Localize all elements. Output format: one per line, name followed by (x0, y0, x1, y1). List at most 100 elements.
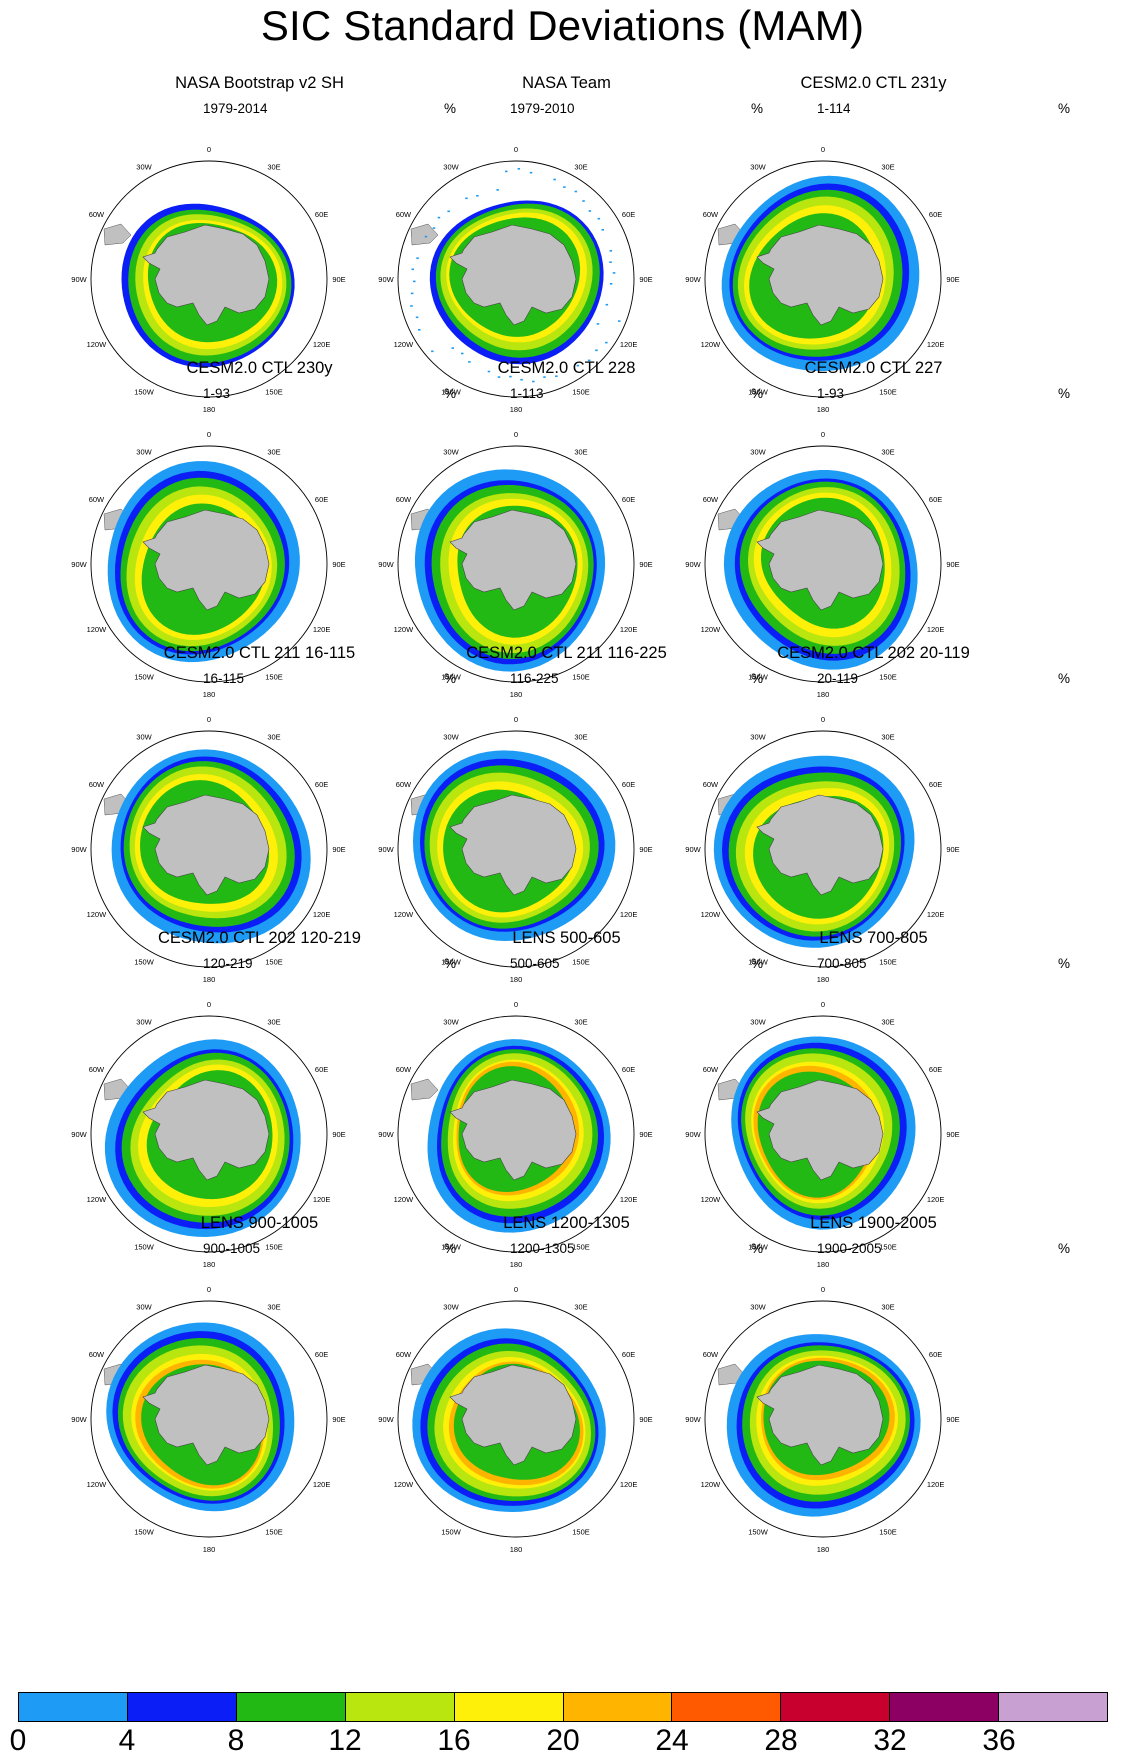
longitude-label: 150W (134, 673, 155, 682)
longitude-label: 120E (927, 910, 945, 919)
longitude-label: 150E (572, 388, 590, 397)
longitude-label: 90W (685, 560, 701, 569)
longitude-label: 120W (701, 340, 722, 349)
longitude-label: 30W (136, 1302, 152, 1311)
antarctica-landmass (756, 509, 884, 611)
longitude-label: 0 (514, 715, 518, 724)
polar-map: 0 30E 60E 90E 120E 150E 180 150W 120W 90W 60W 30W (378, 1000, 652, 1269)
panel-period: 1-93 (203, 386, 231, 401)
panel-unit: % (444, 386, 457, 401)
ice-speckle (609, 261, 612, 263)
panel-title: NASA Bootstrap v2 SH (175, 74, 344, 92)
longitude-label: 60W (396, 780, 412, 789)
antarctica-landmass (756, 1079, 884, 1181)
longitude-label: 60E (929, 1065, 942, 1074)
longitude-label: 30E (574, 447, 587, 456)
longitude-label: 150W (441, 1243, 462, 1252)
longitude-label: 180 (510, 1260, 523, 1269)
longitude-label: 90W (378, 275, 394, 284)
polar-map: 0 30E 60E 90E 120E 150E 180 150W 120W 90W 60W 30W (685, 1000, 959, 1269)
panel-unit: % (751, 671, 764, 686)
longitude-label: 150W (134, 1528, 155, 1537)
longitude-label: 30E (267, 1302, 280, 1311)
panel-title: CESM2.0 CTL 231y (800, 74, 947, 92)
longitude-label: 180 (817, 1545, 830, 1554)
longitude-label: 120E (927, 340, 945, 349)
panel-title: CESM2.0 CTL 211 116-225 (466, 644, 667, 662)
antarctica-landmass (449, 224, 577, 326)
ice-speckle (587, 359, 591, 362)
ice-speckle (447, 210, 450, 213)
ice-speckle (415, 316, 419, 319)
longitude-label: 60E (622, 210, 635, 219)
longitude-label: 120E (313, 340, 331, 349)
longitude-label: 60W (396, 1350, 412, 1359)
longitude-label: 90E (639, 1130, 652, 1139)
colorbar-label: 28 (764, 1724, 798, 1757)
longitude-label: 30E (267, 162, 280, 171)
ice-speckle (597, 217, 601, 220)
colorbar-label: 12 (328, 1724, 362, 1757)
longitude-label: 150W (441, 958, 462, 967)
longitude-label: 120E (313, 1480, 331, 1489)
longitude-label: 90W (685, 845, 701, 854)
longitude-label: 90W (71, 275, 87, 284)
longitude-label: 150E (265, 388, 283, 397)
longitude-label: 150E (879, 388, 897, 397)
longitude-label: 120W (87, 1195, 108, 1204)
longitude-label: 0 (514, 145, 518, 154)
longitude-label: 30E (574, 162, 587, 171)
longitude-label: 60E (315, 780, 328, 789)
longitude-label: 150W (748, 673, 769, 682)
longitude-label: 150W (134, 958, 155, 967)
longitude-label: 60E (929, 495, 942, 504)
longitude-label: 120W (394, 1195, 415, 1204)
ice-speckle (432, 227, 436, 229)
south-america-landmass (410, 1078, 439, 1101)
longitude-label: 120E (313, 1195, 331, 1204)
colorbar-swatch (19, 1693, 128, 1721)
panel-unit: % (751, 1241, 764, 1256)
polar-map-svg: 0 30E 60E 90E 120E 150E 180 150W 120W 90W 60W 30W (71, 1000, 345, 1269)
polar-map: 0 30E 60E 90E 120E 150E 180 150W 120W 90W 60W 30W (378, 1285, 652, 1554)
polar-map: 0 30E 60E 90E 120E 150E 180 150W 120W 90W 60W 30W (71, 715, 345, 984)
longitude-label: 90E (332, 560, 345, 569)
colorbar-label: 0 (9, 1724, 27, 1757)
antarctica-landmass (449, 509, 577, 611)
ice-speckle (505, 170, 508, 173)
polar-map-svg: 0 30E 60E 90E 120E 150E 180 150W 120W 90W 60W 30W (378, 430, 652, 699)
longitude-label: 120W (701, 1195, 722, 1204)
longitude-label: 0 (821, 1285, 825, 1294)
polar-map-svg: 0 30E 60E 90E 120E 150E 180 150W 120W 90W 60W 30W (71, 715, 345, 984)
longitude-label: 60W (396, 495, 412, 504)
longitude-label: 120E (313, 910, 331, 919)
panel-period: 700-805 (817, 956, 867, 971)
longitude-label: 180 (817, 975, 830, 984)
panel-title: CESM2.0 CTL 228 (497, 359, 636, 377)
panel-period: 120-219 (203, 956, 253, 971)
panel-period: 1900-2005 (817, 1241, 882, 1256)
panel-unit: % (444, 956, 457, 971)
longitude-label: 180 (510, 690, 523, 699)
map-panel: CESM2.0 CTL 231y 1-114% 0 30E 60E 90E 120E 150E… (685, 74, 1070, 414)
longitude-label: 30E (881, 732, 894, 741)
antarctica-landmass (142, 1364, 270, 1466)
colorbar-label: 16 (437, 1724, 471, 1757)
polar-map: 0 30E 60E 90E 120E 150E 180 150W 120W 90W 60W 30W (378, 715, 652, 984)
longitude-label: 90W (378, 845, 394, 854)
longitude-label: 90W (685, 1130, 701, 1139)
polar-map-svg: 0 30E 60E 90E 120E 150E 180 150W 120W 90W 60W 30W (685, 145, 959, 414)
longitude-label: 180 (817, 1260, 830, 1269)
longitude-label: 90W (378, 1415, 394, 1424)
longitude-label: 60E (929, 1350, 942, 1359)
longitude-label: 120E (927, 625, 945, 634)
longitude-label: 30E (881, 1302, 894, 1311)
longitude-label: 90E (639, 845, 652, 854)
longitude-label: 30W (136, 1017, 152, 1026)
antarctica-landmass (142, 224, 270, 326)
longitude-label: 30E (267, 1017, 280, 1026)
polar-map: 0 30E 60E 90E 120E 150E 180 150W 120W 90W 60W 30W (685, 1285, 959, 1554)
polar-map: 0 30E 60E 90E 120E 150E 180 150W 120W 90W 60W 30W (685, 145, 959, 414)
ice-speckle (555, 375, 558, 377)
longitude-label: 0 (821, 1000, 825, 1009)
